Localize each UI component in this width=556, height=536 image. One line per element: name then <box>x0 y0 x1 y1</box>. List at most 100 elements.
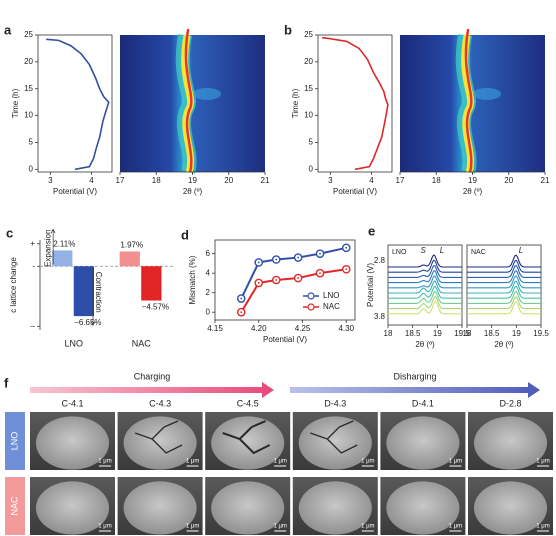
data-point-dot <box>297 256 300 259</box>
arrow-charging <box>30 382 274 398</box>
x-tick-label: 19.5 <box>533 329 549 338</box>
x-axis-label: Potential (V) <box>53 187 97 196</box>
peak-label: S <box>421 246 427 255</box>
scale-bar-label: 1 μm <box>449 524 462 530</box>
x-tick-label: 21 <box>541 176 550 185</box>
panel-letter: f <box>4 375 9 390</box>
y-tick-label: 15 <box>304 84 313 93</box>
legend-marker <box>307 292 315 300</box>
particle <box>298 416 372 470</box>
row-tag <box>5 477 25 535</box>
panel-letter: c <box>6 225 13 240</box>
particle <box>35 416 110 470</box>
y-axis-label: Time (h) <box>11 88 20 118</box>
diffraction-curve <box>388 275 462 289</box>
annotation-arrow <box>90 268 96 327</box>
y-tick-label: 2.8 <box>374 256 386 265</box>
scale-bar-label: 1 μm <box>273 459 286 465</box>
arrow-discharging <box>290 382 540 398</box>
data-point-dot <box>257 282 260 284</box>
particle <box>211 416 285 470</box>
y-tick-label: 10 <box>24 111 33 120</box>
particle <box>473 416 548 470</box>
data-point-dot <box>275 258 278 261</box>
y-tick-label: 25 <box>24 30 33 39</box>
panel-letter: d <box>181 227 189 242</box>
y-axis-label: Potential (V) <box>366 263 375 307</box>
panel-letter: b <box>284 22 292 37</box>
x-tick-label: 20 <box>504 176 513 185</box>
scale-bar-label: 1 μm <box>536 524 549 530</box>
diffraction-curve <box>388 285 462 299</box>
value-label: 2.11% <box>53 240 75 249</box>
data-line <box>240 246 347 299</box>
x-tick-label: 18 <box>432 176 441 185</box>
legend-label: LNO <box>323 291 339 300</box>
bar <box>141 266 162 301</box>
diffraction-curve <box>388 254 462 268</box>
y-tick-label: 20 <box>24 57 33 66</box>
plot-frame <box>37 34 113 173</box>
y-tick-label: + <box>30 239 35 248</box>
x-tick-label: LNO <box>64 338 83 348</box>
particle <box>211 481 285 535</box>
data-line <box>322 36 389 171</box>
y-tick-label: - <box>32 261 35 270</box>
x-tick-label: 19 <box>512 329 521 338</box>
diffraction-curve <box>467 264 541 278</box>
x-axis-label: 2θ (º) <box>415 340 435 349</box>
particle <box>35 481 110 535</box>
x-tick-label: 19.5 <box>454 329 470 338</box>
peak-label: L <box>440 246 444 255</box>
heatmap-band <box>464 28 473 173</box>
scale-bar-label: 1 μm <box>98 459 111 465</box>
x-tick-label: 18 <box>152 176 161 185</box>
diffraction-curve <box>388 259 462 273</box>
x-tick-label: 17 <box>116 176 125 185</box>
x-tick-label: 4 <box>89 176 94 185</box>
y-axis-label: Time (h) <box>291 88 300 118</box>
y-tick-label: 0 <box>206 307 211 316</box>
annotation: Contraction <box>94 272 103 313</box>
plot-frame <box>466 244 542 326</box>
x-tick-label: 4.25 <box>295 324 311 333</box>
y-tick-label: 5 <box>309 138 314 147</box>
x-tick-label: 17 <box>396 176 405 185</box>
x-tick-label: 20 <box>224 176 233 185</box>
x-tick-label: 18.5 <box>405 329 421 338</box>
row-label: LNO <box>9 432 19 451</box>
y-tick-label: 10 <box>304 111 313 120</box>
diffraction-curve <box>388 265 462 278</box>
x-axis-label: Potential (V) <box>333 187 377 196</box>
column-label: C-4.3 <box>149 398 171 408</box>
x-axis-label: 2θ (º) <box>494 340 514 349</box>
y-tick-label: 15 <box>24 84 33 93</box>
y-tick-label: 2 <box>206 288 211 297</box>
x-tick-label: 4.30 <box>338 324 354 333</box>
x-tick-label: 19 <box>468 176 477 185</box>
y-tick-label: 25 <box>304 30 313 39</box>
scale-bar-label: 1 μm <box>536 459 549 465</box>
column-label: D-4.1 <box>412 398 434 408</box>
heatmap-spot <box>473 87 501 100</box>
diffraction-curve <box>467 296 541 310</box>
particle <box>298 481 372 535</box>
x-tick-label: 4 <box>369 176 374 185</box>
panel-label: LNO <box>392 249 407 256</box>
x-tick-label: 19 <box>433 329 442 338</box>
heatmap-spot <box>193 87 221 100</box>
diffraction-curve <box>467 280 541 294</box>
plot-frame <box>387 244 463 326</box>
panel-label: NAC <box>471 249 486 256</box>
y-tick-label: 3.8 <box>374 312 386 321</box>
column-label: D-2.8 <box>499 398 521 408</box>
x-axis-label: Potential (V) <box>263 335 307 344</box>
diffraction-curve <box>467 301 541 315</box>
diffraction-curve <box>388 295 462 310</box>
x-tick-label: NAC <box>132 338 152 348</box>
y-tick-label: 5 <box>29 138 34 147</box>
x-axis-label: 2θ (º) <box>463 187 483 196</box>
annotation: Expansion <box>43 230 52 267</box>
x-tick-label: 4.15 <box>207 324 223 333</box>
diffraction-curve <box>467 290 541 304</box>
